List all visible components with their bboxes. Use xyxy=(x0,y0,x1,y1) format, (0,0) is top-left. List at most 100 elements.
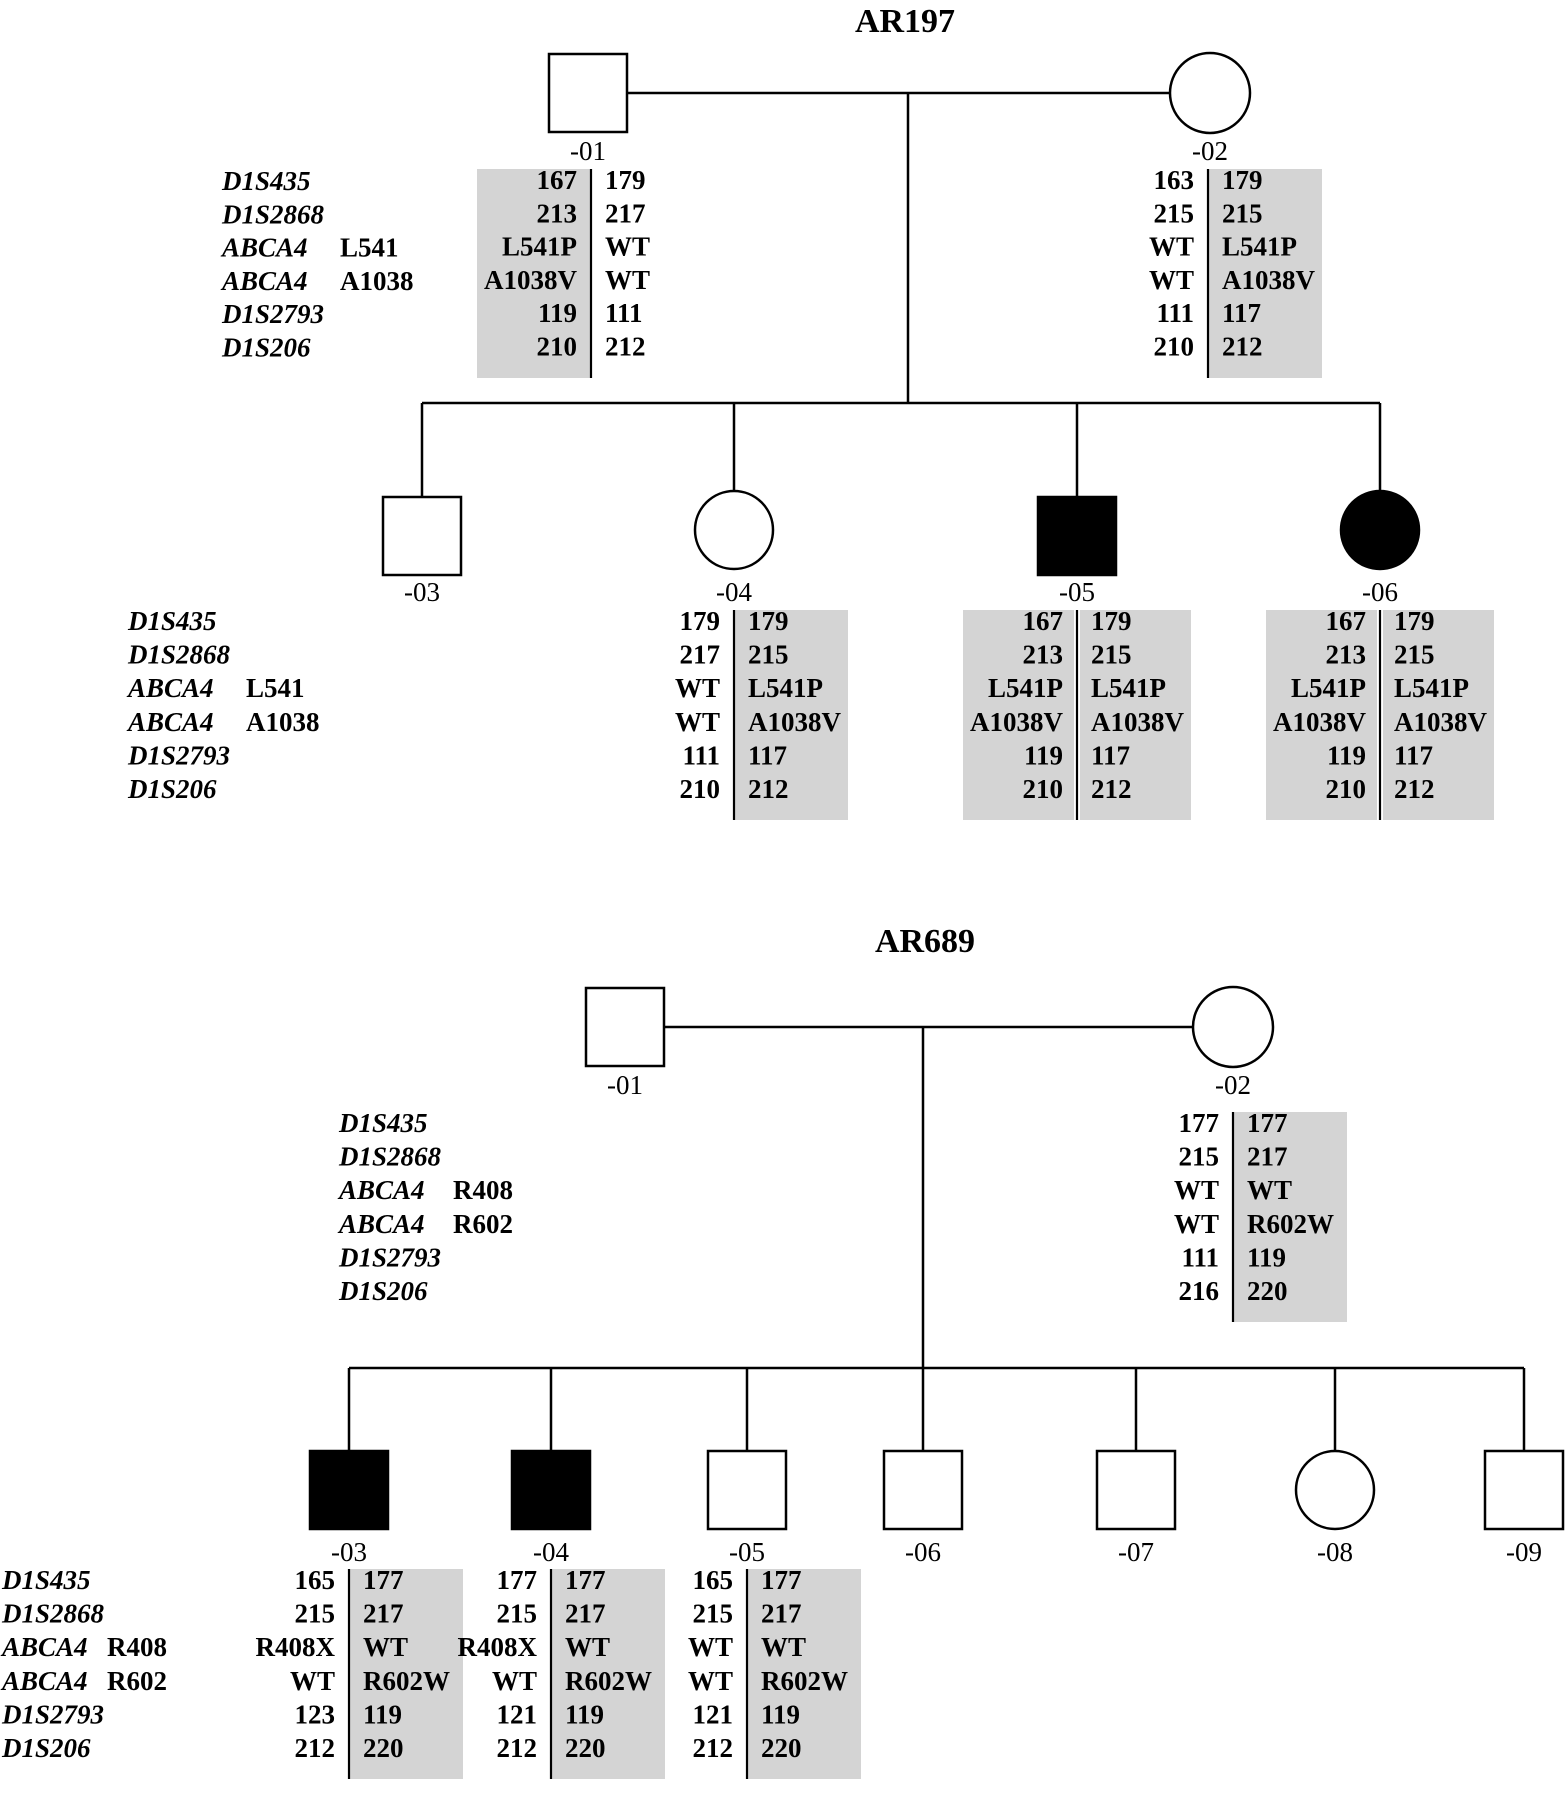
svg-text:212: 212 xyxy=(748,774,789,804)
svg-text:119: 119 xyxy=(1024,740,1063,770)
svg-text:123: 123 xyxy=(295,1699,336,1729)
svg-text:111: 111 xyxy=(682,740,720,770)
svg-text:ABCA4: ABCA4 xyxy=(126,673,214,703)
svg-text:ABCA4: ABCA4 xyxy=(0,1632,88,1662)
svg-text:D1S435: D1S435 xyxy=(221,166,311,196)
svg-text:A1038: A1038 xyxy=(246,707,320,737)
svg-text:119: 119 xyxy=(1247,1242,1286,1272)
svg-text:119: 119 xyxy=(538,298,577,328)
svg-text:179: 179 xyxy=(1394,606,1435,636)
svg-text:D1S206: D1S206 xyxy=(1,1733,91,1763)
svg-text:212: 212 xyxy=(497,1733,538,1763)
svg-text:ABCA4: ABCA4 xyxy=(220,266,308,296)
svg-text:163: 163 xyxy=(1154,165,1195,195)
svg-text:117: 117 xyxy=(748,740,787,770)
svg-text:-07: -07 xyxy=(1118,1537,1154,1567)
svg-text:119: 119 xyxy=(761,1699,800,1729)
svg-text:D1S206: D1S206 xyxy=(221,333,311,363)
svg-text:D1S2868: D1S2868 xyxy=(338,1142,442,1172)
svg-text:-01: -01 xyxy=(607,1070,643,1100)
svg-text:ABCA4: ABCA4 xyxy=(126,707,214,737)
svg-text:167: 167 xyxy=(1023,606,1064,636)
svg-text:A1038V: A1038V xyxy=(1091,707,1184,737)
svg-text:216: 216 xyxy=(1179,1276,1220,1306)
svg-text:177: 177 xyxy=(363,1565,404,1595)
svg-text:179: 179 xyxy=(1091,606,1132,636)
svg-text:R408X: R408X xyxy=(458,1632,538,1662)
svg-text:-06: -06 xyxy=(1362,577,1398,607)
svg-text:A1038V: A1038V xyxy=(748,707,841,737)
svg-text:A1038V: A1038V xyxy=(1394,707,1487,737)
svg-text:-08: -08 xyxy=(1317,1537,1353,1567)
svg-text:WT: WT xyxy=(605,265,650,295)
svg-text:212: 212 xyxy=(295,1733,336,1763)
svg-text:WT: WT xyxy=(688,1632,733,1662)
svg-text:R602W: R602W xyxy=(761,1666,848,1696)
svg-text:D1S2868: D1S2868 xyxy=(1,1599,105,1629)
svg-text:-03: -03 xyxy=(331,1537,367,1567)
svg-text:WT: WT xyxy=(1149,232,1194,262)
svg-text:WT: WT xyxy=(363,1632,408,1662)
svg-text:ABCA4: ABCA4 xyxy=(0,1666,88,1696)
svg-text:AR197: AR197 xyxy=(855,3,955,40)
svg-text:L541P: L541P xyxy=(1222,232,1297,262)
svg-text:-09: -09 xyxy=(1506,1537,1542,1567)
svg-text:179: 179 xyxy=(1222,165,1263,195)
svg-text:WT: WT xyxy=(688,1666,733,1696)
svg-text:212: 212 xyxy=(1091,774,1132,804)
svg-text:215: 215 xyxy=(1154,198,1195,228)
svg-text:D1S206: D1S206 xyxy=(338,1276,428,1306)
svg-text:179: 179 xyxy=(748,606,789,636)
svg-text:R602W: R602W xyxy=(363,1666,450,1696)
svg-text:167: 167 xyxy=(1326,606,1367,636)
svg-text:210: 210 xyxy=(1154,332,1195,362)
svg-text:220: 220 xyxy=(761,1733,802,1763)
svg-text:215: 215 xyxy=(1222,198,1263,228)
svg-text:212: 212 xyxy=(605,332,646,362)
svg-text:119: 119 xyxy=(1327,740,1366,770)
svg-text:217: 217 xyxy=(761,1599,802,1629)
svg-text:WT: WT xyxy=(675,707,720,737)
svg-text:L541P: L541P xyxy=(1091,673,1166,703)
svg-text:217: 217 xyxy=(1247,1142,1288,1172)
svg-text:A1038: A1038 xyxy=(340,266,414,296)
svg-text:L541P: L541P xyxy=(1394,673,1469,703)
svg-text:220: 220 xyxy=(565,1733,606,1763)
svg-text:117: 117 xyxy=(1222,298,1261,328)
svg-text:R602: R602 xyxy=(453,1209,513,1239)
svg-text:L541P: L541P xyxy=(748,673,823,703)
svg-text:165: 165 xyxy=(295,1565,336,1595)
svg-text:177: 177 xyxy=(1179,1108,1220,1138)
svg-text:215: 215 xyxy=(1091,640,1132,670)
svg-text:D1S435: D1S435 xyxy=(127,606,217,636)
svg-text:WT: WT xyxy=(1174,1209,1219,1239)
svg-text:210: 210 xyxy=(1023,774,1064,804)
svg-text:R602W: R602W xyxy=(1247,1209,1334,1239)
svg-text:L541: L541 xyxy=(340,233,399,263)
svg-text:R408: R408 xyxy=(453,1175,513,1205)
svg-text:121: 121 xyxy=(693,1699,734,1729)
svg-text:220: 220 xyxy=(363,1733,404,1763)
svg-text:-04: -04 xyxy=(533,1537,569,1567)
svg-text:213: 213 xyxy=(1326,640,1367,670)
svg-text:L541P: L541P xyxy=(502,232,577,262)
svg-text:D1S2868: D1S2868 xyxy=(221,199,325,229)
svg-text:A1038V: A1038V xyxy=(484,265,577,295)
svg-text:ABCA4: ABCA4 xyxy=(337,1175,425,1205)
svg-text:215: 215 xyxy=(748,640,789,670)
svg-text:117: 117 xyxy=(1091,740,1130,770)
svg-text:-06: -06 xyxy=(905,1537,941,1567)
svg-text:R602W: R602W xyxy=(565,1666,652,1696)
svg-text:A1038V: A1038V xyxy=(1273,707,1366,737)
svg-text:AR689: AR689 xyxy=(875,923,975,960)
svg-text:217: 217 xyxy=(680,640,721,670)
svg-text:213: 213 xyxy=(1023,640,1064,670)
svg-text:-02: -02 xyxy=(1192,136,1228,166)
svg-text:-05: -05 xyxy=(1059,577,1095,607)
svg-text:177: 177 xyxy=(761,1565,802,1595)
svg-text:177: 177 xyxy=(565,1565,606,1595)
svg-text:WT: WT xyxy=(1149,265,1194,295)
svg-text:213: 213 xyxy=(537,198,578,228)
svg-text:121: 121 xyxy=(497,1699,538,1729)
svg-text:-05: -05 xyxy=(729,1537,765,1567)
